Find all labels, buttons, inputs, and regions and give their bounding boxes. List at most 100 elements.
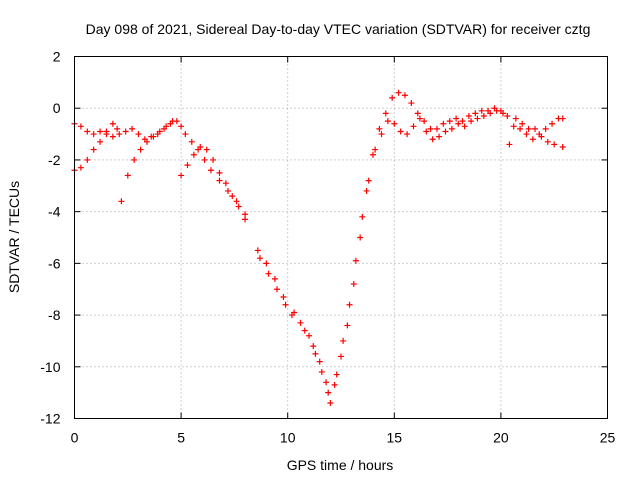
data-point <box>414 110 421 117</box>
data-point <box>331 381 338 388</box>
data-point <box>512 115 519 122</box>
data-point <box>163 123 170 130</box>
series-a <box>71 89 566 396</box>
data-point <box>468 118 475 125</box>
plot-frame <box>74 56 608 419</box>
data-point <box>408 100 415 107</box>
data-point <box>333 371 340 378</box>
data-point <box>357 234 364 241</box>
data-point <box>455 120 462 127</box>
data-point <box>391 120 398 127</box>
data-point <box>197 144 204 150</box>
data-point <box>500 110 507 117</box>
data-point <box>169 118 176 125</box>
data-point <box>376 125 383 132</box>
data-point <box>116 131 123 138</box>
data-point <box>201 156 208 163</box>
data-point <box>97 128 104 135</box>
data-point <box>265 270 272 277</box>
data-point <box>369 151 376 158</box>
y-tick-label: -6 <box>48 255 61 271</box>
data-point <box>274 286 281 293</box>
data-point <box>487 110 494 117</box>
data-point <box>131 156 138 163</box>
data-points <box>71 89 566 406</box>
data-point <box>129 125 136 132</box>
x-tick-label: 15 <box>387 430 403 446</box>
x-tick-label: 20 <box>493 430 509 446</box>
data-point <box>416 115 423 122</box>
data-point <box>263 260 270 267</box>
data-point <box>122 128 129 135</box>
y-tick-label: -10 <box>40 359 60 375</box>
data-point <box>137 146 144 153</box>
data-point <box>401 92 408 99</box>
y-tick-label: -4 <box>48 204 61 220</box>
data-point <box>372 146 379 153</box>
data-point <box>549 120 556 127</box>
x-axis-title: GPS time / hours <box>287 457 394 473</box>
data-point <box>446 118 453 125</box>
data-point <box>465 112 472 119</box>
data-point <box>216 169 223 176</box>
data-point <box>397 128 404 135</box>
data-point <box>559 115 566 122</box>
x-tick-labels: 0 5 10 15 20 25 <box>71 430 616 446</box>
data-point <box>538 133 545 140</box>
x-tick-label: 10 <box>280 430 296 446</box>
data-point <box>461 123 468 130</box>
data-point <box>280 293 287 300</box>
data-point <box>359 213 366 220</box>
data-point <box>77 123 84 130</box>
data-point <box>551 141 558 148</box>
data-point <box>340 337 347 344</box>
data-point <box>318 368 325 375</box>
data-point <box>229 193 236 200</box>
data-point <box>242 216 249 223</box>
data-point <box>178 123 185 130</box>
data-point <box>156 128 163 135</box>
data-point <box>448 125 455 132</box>
data-point <box>338 353 344 360</box>
data-point <box>472 110 479 117</box>
data-point <box>480 112 487 119</box>
data-point <box>291 309 298 316</box>
data-point <box>423 128 430 135</box>
data-point <box>344 322 351 329</box>
data-point <box>352 257 359 264</box>
x-tick-label: 0 <box>71 430 79 446</box>
grid-lines <box>74 56 608 419</box>
data-point <box>77 164 84 171</box>
data-point <box>190 151 197 158</box>
data-point <box>222 180 229 187</box>
data-point <box>517 125 524 132</box>
y-tick-label: 0 <box>53 100 61 116</box>
data-point <box>542 125 549 132</box>
data-point <box>382 110 389 117</box>
data-point <box>429 136 436 143</box>
data-point <box>207 167 214 174</box>
data-point <box>235 203 242 210</box>
data-point <box>363 187 370 194</box>
data-point <box>184 162 191 169</box>
data-point <box>378 131 385 138</box>
axis-ticks <box>74 56 608 419</box>
y-tick-labels: -12 -10 -8 -6 -4 -2 0 2 <box>40 49 60 427</box>
data-point <box>297 319 304 326</box>
data-point <box>493 107 500 114</box>
data-point <box>384 118 391 125</box>
data-point <box>182 131 189 138</box>
data-point <box>271 275 278 282</box>
data-point <box>433 125 440 132</box>
data-point <box>109 120 116 127</box>
x-tick-label: 5 <box>177 430 185 446</box>
data-point <box>442 128 449 135</box>
data-point <box>440 120 447 127</box>
data-point <box>84 128 91 135</box>
data-point <box>453 115 460 122</box>
data-point <box>510 123 517 130</box>
y-tick-label: -2 <box>48 152 61 168</box>
data-point <box>325 389 332 396</box>
data-point <box>109 133 116 140</box>
x-tick-label: 25 <box>600 430 616 446</box>
